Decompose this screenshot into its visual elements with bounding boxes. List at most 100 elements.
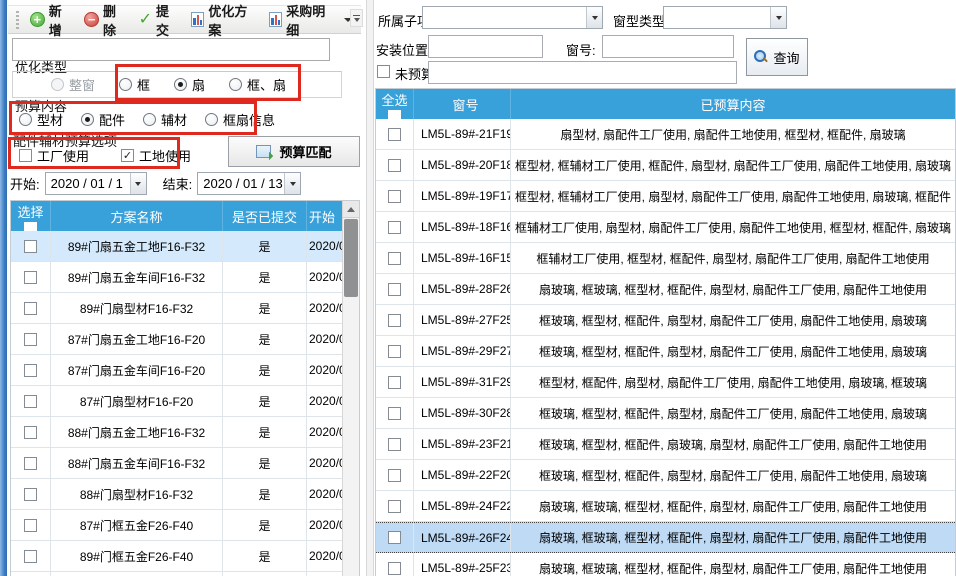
select-all-plans-checkbox[interactable]	[24, 222, 37, 231]
windows-table-row[interactable]: LM5L-89#-20F18 框型材, 框辅材工厂使用, 框配件, 扇型材, 扇配…	[376, 150, 955, 181]
windows-header-select: 全选	[376, 89, 414, 119]
windows-table-row[interactable]: LM5L-89#-30F28 框玻璃, 框型材, 框配件, 扇型材, 扇配件工厂使…	[376, 398, 955, 429]
row-checkbox[interactable]	[24, 270, 37, 284]
opt-type-radio-2[interactable]: 扇	[174, 75, 205, 94]
row-checkbox[interactable]	[388, 531, 401, 544]
row-checkbox[interactable]	[388, 220, 401, 234]
row-checkbox[interactable]	[24, 518, 37, 532]
row-checkbox[interactable]	[388, 127, 401, 141]
toolbar-overflow-button[interactable]	[350, 9, 363, 27]
purchase-detail-button[interactable]: 采购明细	[264, 0, 357, 41]
row-checkbox[interactable]	[388, 344, 401, 358]
no-budget-input[interactable]	[428, 61, 737, 84]
row-checkbox[interactable]	[24, 456, 37, 470]
delete-button[interactable]: − 删除	[79, 0, 133, 41]
window-content-cell: 扇型材, 扇配件工厂使用, 扇配件工地使用, 框型材, 框配件, 扇玻璃	[560, 127, 906, 142]
row-checkbox[interactable]	[388, 375, 401, 389]
date-start-dropdown-button[interactable]	[129, 173, 146, 194]
window-type-dropdown-button[interactable]	[770, 7, 786, 28]
row-checkbox[interactable]	[388, 282, 401, 296]
window-no-cell: LM5L-89#-31F29	[414, 367, 511, 397]
windows-header-content[interactable]: 已预算内容	[700, 97, 766, 113]
row-checkbox[interactable]	[388, 468, 401, 482]
row-checkbox[interactable]	[24, 425, 37, 439]
plans-header-submitted[interactable]: 是否已提交	[223, 201, 307, 231]
windows-table-row[interactable]: LM5L-89#-22F20 框玻璃, 框型材, 框配件, 扇型材, 扇配件工厂使…	[376, 460, 955, 491]
windows-table-row[interactable]: LM5L-89#-28F26 扇玻璃, 框玻璃, 框型材, 框配件, 扇型材, 扇…	[376, 274, 955, 305]
acc-option-checkbox-1[interactable]: ✓ 工地使用	[121, 146, 191, 165]
windows-table-row[interactable]: LM5L-89#-29F27 框玻璃, 框型材, 框配件, 扇型材, 扇配件工厂使…	[376, 336, 955, 367]
windows-table-row[interactable]: LM5L-89#-18F16 框辅材工厂使用, 扇型材, 扇配件工厂使用, 扇配件…	[376, 212, 955, 243]
plans-panel: + 新增 − 删除 ✓ 提交 优化方案 采购明细 优化类型 整窗框扇框、扇 预算内容 型材 配件…	[7, 0, 366, 576]
row-checkbox[interactable]	[388, 561, 401, 575]
window-no-input[interactable]	[602, 35, 734, 58]
opt-type-radio-1[interactable]: 框	[119, 75, 150, 94]
opt-type-radio-3[interactable]: 框、扇	[229, 75, 286, 94]
row-checkbox[interactable]	[388, 499, 401, 513]
windows-table-row[interactable]: LM5L-89#-31F29 框型材, 框配件, 扇型材, 扇配件工厂使用, 扇配…	[376, 367, 955, 398]
install-pos-input[interactable]	[428, 35, 543, 58]
budget-content-radio-2[interactable]: 辅材	[143, 110, 187, 129]
toolbar-button-label: 删除	[103, 3, 117, 38]
select-all-windows-checkbox[interactable]	[388, 110, 401, 119]
date-start-picker[interactable]: 2020 / 01 / 1	[44, 172, 147, 195]
windows-table-row[interactable]: LM5L-89#-26F24 扇玻璃, 框玻璃, 框型材, 框配件, 扇型材, 扇…	[376, 522, 955, 553]
budget-content-radio-1[interactable]: 配件	[81, 110, 125, 129]
windows-table-row[interactable]: LM5L-89#-27F25 框玻璃, 框型材, 框配件, 扇型材, 扇配件工厂使…	[376, 305, 955, 336]
row-checkbox[interactable]	[388, 189, 401, 203]
panel-separator[interactable]	[366, 0, 374, 576]
budget-content-radio-3[interactable]: 框扇信息	[205, 110, 275, 129]
row-checkbox[interactable]	[24, 549, 37, 563]
scroll-up-button[interactable]	[343, 201, 359, 218]
plans-header-name[interactable]: 方案名称	[51, 201, 223, 231]
no-budget-checkbox[interactable]	[377, 65, 390, 78]
row-checkbox[interactable]	[388, 437, 401, 451]
budget-match-button[interactable]: 预算匹配	[228, 136, 360, 167]
windows-header-no[interactable]: 窗号	[414, 89, 511, 119]
window-type-select[interactable]	[663, 6, 787, 29]
sub-item-select[interactable]	[422, 6, 603, 29]
row-checkbox[interactable]	[24, 394, 37, 408]
row-checkbox[interactable]	[388, 313, 401, 327]
date-end-picker[interactable]: 2020 / 01 / 13	[197, 172, 302, 195]
query-button[interactable]: 查询	[746, 38, 808, 76]
row-checkbox[interactable]	[388, 158, 401, 172]
windows-table-row[interactable]: LM5L-89#-23F21 框玻璃, 框型材, 框配件, 扇玻璃, 扇型材, 扇…	[376, 429, 955, 460]
row-checkbox[interactable]	[24, 332, 37, 346]
row-checkbox[interactable]	[388, 406, 401, 420]
plans-scrollbar[interactable]	[342, 201, 359, 576]
row-checkbox[interactable]	[24, 301, 37, 315]
row-checkbox[interactable]	[24, 487, 37, 501]
windows-table-row[interactable]: LM5L-89#-25F23 扇玻璃, 框玻璃, 框型材, 框配件, 扇型材, 扇…	[376, 553, 955, 576]
row-checkbox[interactable]	[24, 239, 37, 253]
row-checkbox[interactable]	[24, 363, 37, 377]
optimize-plan-button[interactable]: 优化方案	[186, 0, 264, 41]
acc-option-checkbox-0[interactable]: 工厂使用	[19, 146, 89, 165]
submit-button[interactable]: ✓ 提交	[134, 0, 187, 41]
windows-table-row[interactable]: LM5L-89#-16F15 框辅材工厂使用, 框型材, 框配件, 扇型材, 扇配…	[376, 243, 955, 274]
row-checkbox[interactable]	[388, 251, 401, 265]
add-button[interactable]: + 新增	[25, 0, 79, 41]
windows-table-row[interactable]: LM5L-89#-21F19 扇型材, 扇配件工厂使用, 扇配件工地使用, 框型材…	[376, 119, 955, 150]
windows-table-row[interactable]: LM5L-89#-24F22 扇玻璃, 框玻璃, 框型材, 框配件, 扇型材, 扇…	[376, 491, 955, 522]
toolbar-grip[interactable]	[16, 10, 19, 29]
sub-item-dropdown-button[interactable]	[586, 7, 602, 28]
budget-content-radio-0[interactable]: 型材	[19, 110, 63, 129]
scrollbar-thumb[interactable]	[344, 219, 358, 297]
plan-search-input[interactable]	[12, 38, 330, 61]
windows-table-row[interactable]: LM5L-89#-19F17 框型材, 框辅材工厂使用, 扇型材, 扇配件工厂使用…	[376, 181, 955, 212]
date-end-dropdown-button[interactable]	[284, 173, 301, 194]
plans-header-start[interactable]: 开始	[309, 209, 336, 225]
